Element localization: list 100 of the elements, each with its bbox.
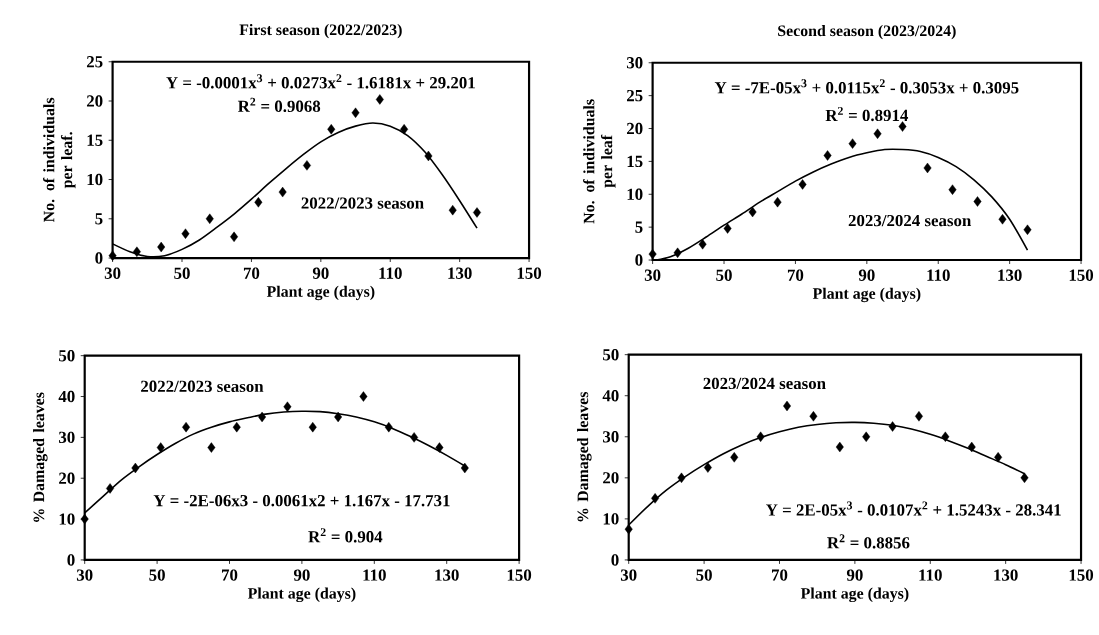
x-axis-title: Plant age (days) [800, 587, 909, 603]
y-tick-label: 15 [87, 134, 103, 147]
point [207, 442, 216, 453]
point [258, 411, 267, 423]
annotation: 2022/2023 season [141, 380, 264, 393]
point [254, 197, 263, 208]
annotation: R$^{2}$ = 0.8856 [827, 534, 910, 549]
point [898, 121, 907, 132]
point [888, 421, 897, 432]
y-tick-label: 20 [59, 472, 75, 485]
y-tick-label: 10 [627, 188, 643, 201]
point [773, 197, 782, 208]
point [862, 431, 871, 443]
point [677, 472, 686, 484]
point [108, 250, 117, 262]
y-tick-label: 20 [603, 472, 619, 484]
x-tick-label: 110 [363, 569, 386, 581]
x-tick-label: 70 [787, 269, 804, 282]
point [327, 124, 336, 135]
point [941, 431, 950, 443]
point [648, 249, 657, 260]
point [232, 422, 241, 433]
point [967, 442, 976, 453]
point [106, 483, 114, 494]
y-tick-label: 5 [635, 221, 643, 233]
point [748, 207, 757, 218]
annotation: Y = -2E-06x3 - 0.0061x2 + 1.167x - 17.731 [153, 495, 450, 507]
x-tick-label: 30 [76, 569, 93, 581]
y-tick-label: 25 [86, 56, 103, 68]
point [334, 411, 343, 423]
point [359, 391, 368, 402]
point [80, 514, 89, 525]
y-tick-label: 10 [59, 513, 75, 525]
point [448, 205, 457, 216]
point [205, 213, 214, 225]
x-axis-title: Plant age (days) [247, 587, 356, 603]
point [473, 207, 481, 218]
annotation: R$^{2}$ = 0.8914 [825, 107, 909, 122]
point [703, 462, 712, 473]
x-tick-label: 50 [174, 267, 190, 280]
point [624, 524, 633, 535]
point [873, 128, 882, 140]
point [308, 422, 317, 433]
point [994, 452, 1003, 463]
x-tick-label: 90 [312, 267, 329, 280]
annotation: 2023/2024 season [703, 377, 826, 390]
point [410, 432, 419, 443]
y-tick-label: 40 [602, 390, 619, 402]
y-axis-title: % Damaged leaves [33, 392, 48, 523]
point [424, 150, 433, 162]
y-tick-label: 40 [58, 391, 75, 403]
y-tick-label: 0 [95, 252, 103, 264]
annotation: Y = 2E-05x$^{3}$ - 0.0107x$^{2}$ + 1.5243x - 28.341 [766, 501, 1061, 516]
point [798, 179, 807, 190]
point [973, 196, 982, 207]
point [1023, 224, 1032, 236]
x-tick-label: 150 [507, 569, 532, 581]
point [278, 187, 287, 198]
point [181, 228, 190, 240]
point [923, 162, 932, 174]
x-axis-title: Plant age (days) [812, 287, 921, 303]
annotation: Y = -7E-05x$^{3}$ + 0.0115x$^{2}$ - 0.3053x + 0.3095 [714, 79, 1019, 94]
annotation: R$^{2}$ = 0.904 [308, 528, 383, 543]
point [698, 239, 707, 250]
point [835, 442, 844, 453]
y-tick-label: 25 [627, 90, 643, 102]
x-tick-label: 130 [435, 569, 459, 581]
point [384, 422, 393, 433]
x-tick-label: 30 [104, 267, 121, 280]
point [1020, 472, 1029, 484]
x-tick-label: 130 [994, 569, 1018, 581]
x-tick-label: 50 [716, 269, 732, 282]
point [651, 493, 660, 504]
x-tick-label: 110 [919, 569, 942, 581]
annotation: R$^{2}$ = 0.9068 [237, 97, 321, 113]
y-tick-label: 50 [59, 350, 75, 362]
x-tick-label: 90 [858, 269, 875, 282]
x-tick-label: 130 [998, 269, 1022, 282]
y-tick-label: 20 [86, 95, 103, 107]
point [673, 247, 682, 259]
x-tick-label: 150 [1069, 269, 1094, 282]
point [157, 242, 166, 253]
annotation: 2022/2023 season [301, 197, 424, 209]
x-tick-label: 90 [293, 569, 310, 581]
y-tick-label: 20 [627, 122, 643, 135]
x-tick-label: 70 [222, 569, 238, 581]
y-tick-label: 10 [87, 174, 103, 186]
x-axis-title: Plant age (days) [266, 285, 375, 301]
chart-title: Second season (2023/2024) [778, 25, 956, 40]
x-tick-label: 90 [846, 569, 863, 581]
x-tick-label: 70 [243, 267, 260, 280]
point [948, 184, 957, 196]
annotation: 2023/2024 season [848, 215, 972, 227]
y-tick-label: 10 [603, 513, 619, 525]
x-tick-label: 110 [927, 269, 950, 282]
x-tick-label: 110 [379, 267, 402, 280]
point [823, 150, 832, 161]
chart-title: First season (2022/2023) [239, 24, 402, 39]
x-tick-label: 130 [448, 267, 472, 280]
y-tick-label: 30 [59, 431, 75, 444]
